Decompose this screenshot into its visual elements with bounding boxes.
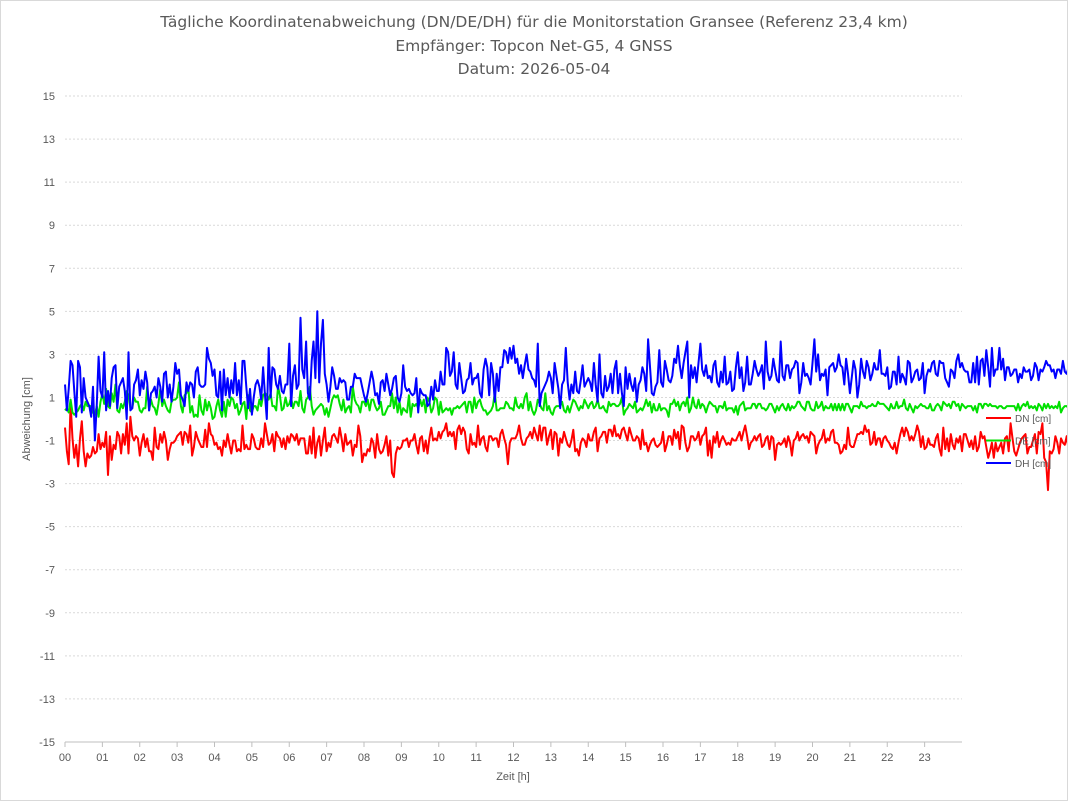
x-tick-label: 19 (769, 752, 781, 764)
x-tick-label: 03 (171, 752, 183, 764)
x-tick-label: 05 (246, 752, 258, 764)
y-tick-label: 7 (49, 263, 55, 275)
y-tick-label: 13 (43, 134, 55, 146)
x-tick-label: 01 (96, 752, 108, 764)
series-lines (64, 310, 1067, 492)
legend-label: DN [cm] (1015, 414, 1051, 425)
y-tick-label: -13 (39, 694, 55, 706)
y-tick-label: -7 (45, 565, 55, 577)
x-tick-label: 20 (806, 752, 818, 764)
x-tick-label: 11 (470, 752, 481, 764)
y-tick-label: -3 (45, 479, 55, 491)
y-tick-label: -11 (40, 651, 55, 663)
x-tick-label: 08 (358, 752, 370, 764)
x-tick-label: 15 (620, 752, 632, 764)
x-tick-label: 00 (59, 752, 71, 764)
x-tick-label: 02 (134, 752, 146, 764)
x-tick-label: 16 (657, 752, 669, 764)
y-tick-label: -9 (45, 608, 55, 620)
y-tick-label: 11 (44, 177, 55, 189)
y-tick-label: 3 (49, 349, 55, 361)
legend-label: DE [cm] (1015, 437, 1051, 448)
x-tick-label: 22 (881, 752, 893, 764)
series-line-dn (64, 402, 1067, 492)
series-line-de (64, 381, 1067, 420)
x-tick-label: 12 (507, 752, 519, 764)
x-tick-label: 23 (919, 752, 931, 764)
chart-title-line-2: Empfänger: Topcon Net-G5, 4 GNSS (395, 37, 673, 55)
gridlines (65, 95, 962, 743)
legend-label: DH [cm] (1015, 459, 1051, 470)
x-tick-label: 18 (732, 752, 744, 764)
y-tick-label: -5 (45, 522, 55, 534)
y-tick-label: 5 (49, 306, 55, 318)
y-tick-label: 1 (49, 392, 55, 404)
x-tick-label: 21 (844, 752, 856, 764)
x-tick-label: 04 (208, 752, 220, 764)
x-axis: 00 01 02 03 04 05 06 07 08 09 10 11 12 13 14 15 16 17 18 19… (59, 741, 962, 764)
y-tick-label: 15 (43, 91, 55, 103)
x-tick-label: 13 (545, 752, 557, 764)
y-tick-label: 9 (49, 220, 55, 232)
y-tick-label: -1 (45, 436, 55, 448)
x-tick-label: 09 (395, 752, 407, 764)
x-tick-label: 17 (694, 752, 706, 764)
x-tick-label: 14 (582, 752, 594, 764)
x-tick-label: 07 (321, 752, 333, 764)
x-tick-label: 10 (433, 752, 445, 764)
x-tick-label: 06 (283, 752, 295, 764)
series-line-dh (64, 310, 1067, 442)
y-axis-label: Abweichung [cm] (21, 377, 33, 461)
y-tick-label: -15 (39, 737, 55, 749)
x-axis-label: Zeit [h] (496, 771, 530, 783)
legend: DN [cm] DE [cm] DH [cm] (986, 414, 1051, 470)
chart-title-line-3: Datum: 2026-05-04 (457, 60, 611, 78)
y-axis-ticks: 15 13 11 9 7 5 3 1 -1 -3 -5 -7 -9 -11 -13 -15 (39, 91, 55, 749)
chart-title-line-1: Tägliche Koordinatenabweichung (DN/DE/DH… (160, 13, 908, 31)
